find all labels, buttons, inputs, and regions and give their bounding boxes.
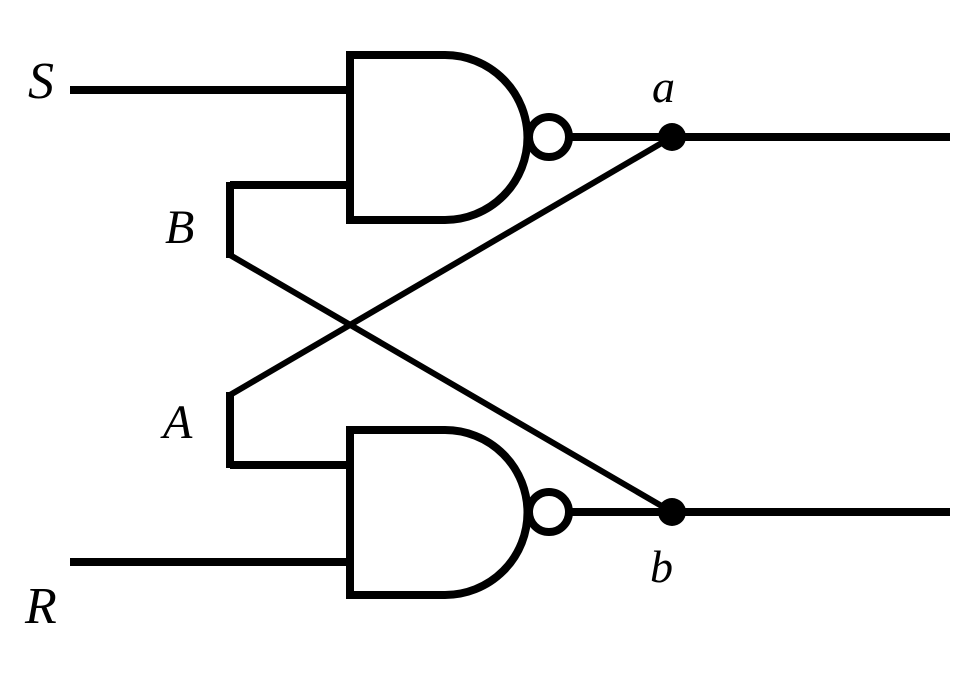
label-s: S — [28, 52, 54, 111]
node-a — [658, 123, 686, 151]
nand-gate-bottom — [350, 430, 569, 595]
inverter-bubble-top — [529, 117, 569, 157]
node-b — [658, 498, 686, 526]
label-a-output: a — [652, 60, 675, 113]
label-a-feedback: A — [163, 395, 192, 450]
wire-cross-b-to-b — [230, 255, 672, 512]
sr-latch-diagram — [0, 0, 967, 681]
inverter-bubble-bottom — [529, 492, 569, 532]
label-b-feedback: B — [165, 200, 194, 255]
nand-gate-top — [350, 55, 569, 220]
label-b-output: b — [650, 540, 673, 593]
wire-cross-a-to-a — [230, 137, 672, 395]
label-r: R — [25, 577, 57, 636]
